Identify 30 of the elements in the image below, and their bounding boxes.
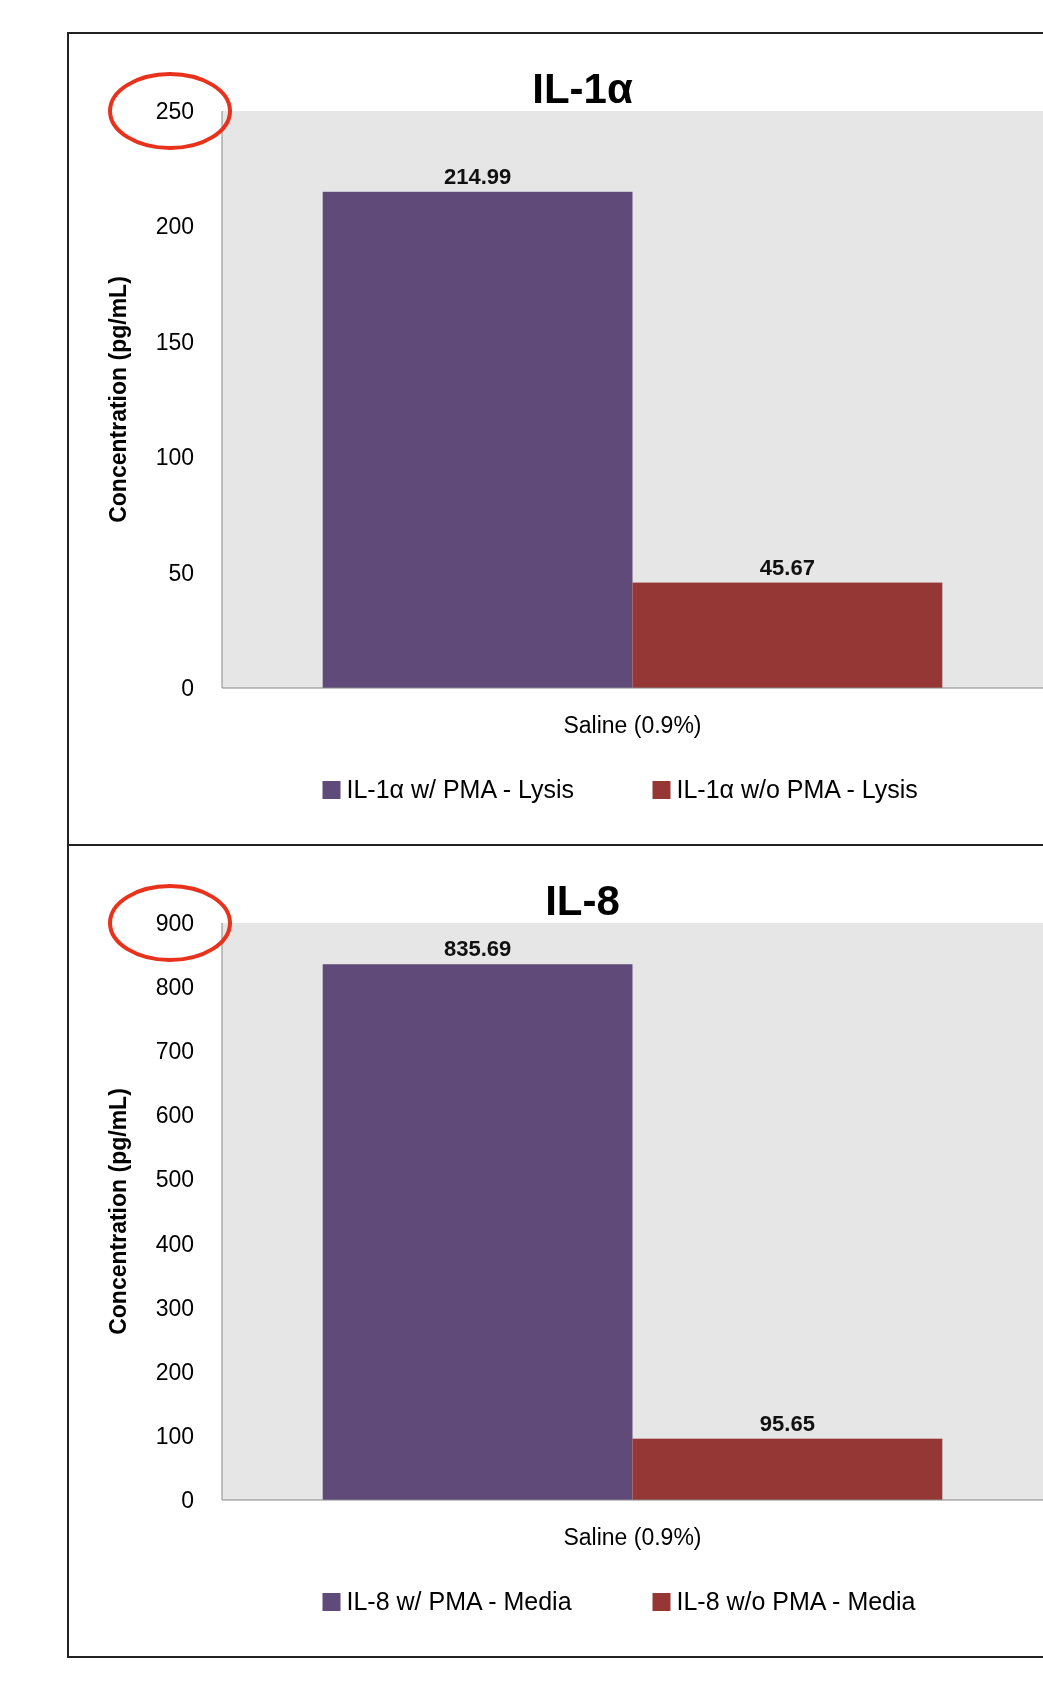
y-tick-label: 700 <box>155 1038 194 1065</box>
y-tick-label: 150 <box>155 328 194 355</box>
legend-label: IL-8 w/o PMA - Media <box>676 1587 916 1615</box>
y-tick-label: 0 <box>181 675 194 701</box>
y-tick-label: 800 <box>155 974 194 1001</box>
data-label: 95.65 <box>759 1410 815 1436</box>
y-tick-label: 200 <box>155 1358 194 1385</box>
y-tick-label: 250 <box>155 98 194 124</box>
y-tick-label: 600 <box>155 1102 194 1129</box>
x-tick-label: Saline (0.9%) <box>563 712 702 738</box>
y-tick-label: 500 <box>155 1166 194 1193</box>
y-tick-label: 0 <box>181 1487 194 1513</box>
y-tick-label: 400 <box>155 1230 194 1257</box>
y-tick-label: 100 <box>155 1422 194 1449</box>
y-tick-label: 300 <box>155 1294 194 1321</box>
data-label: 45.67 <box>759 554 815 580</box>
y-tick-label: 100 <box>155 444 194 471</box>
x-tick-label: Saline (0.9%) <box>563 1524 702 1550</box>
legend-label: IL-1α w/ PMA - Lysis <box>346 775 574 803</box>
legend-label: IL-8 w/ PMA - Media <box>346 1587 572 1615</box>
y-axis-title: Concentration (pg/mL) <box>105 1088 131 1335</box>
chart-title: IL-1α <box>532 65 633 112</box>
data-label: 835.69 <box>443 936 512 962</box>
legend-label: IL-1α w/o PMA - Lysis <box>676 775 918 803</box>
y-tick-label: 900 <box>155 910 194 936</box>
y-axis-title: Concentration (pg/mL) <box>105 276 131 523</box>
y-tick-label: 200 <box>155 213 194 240</box>
data-label: 214.99 <box>443 163 512 189</box>
y-tick-label: 50 <box>168 559 194 586</box>
chart-title: IL-8 <box>545 877 620 924</box>
